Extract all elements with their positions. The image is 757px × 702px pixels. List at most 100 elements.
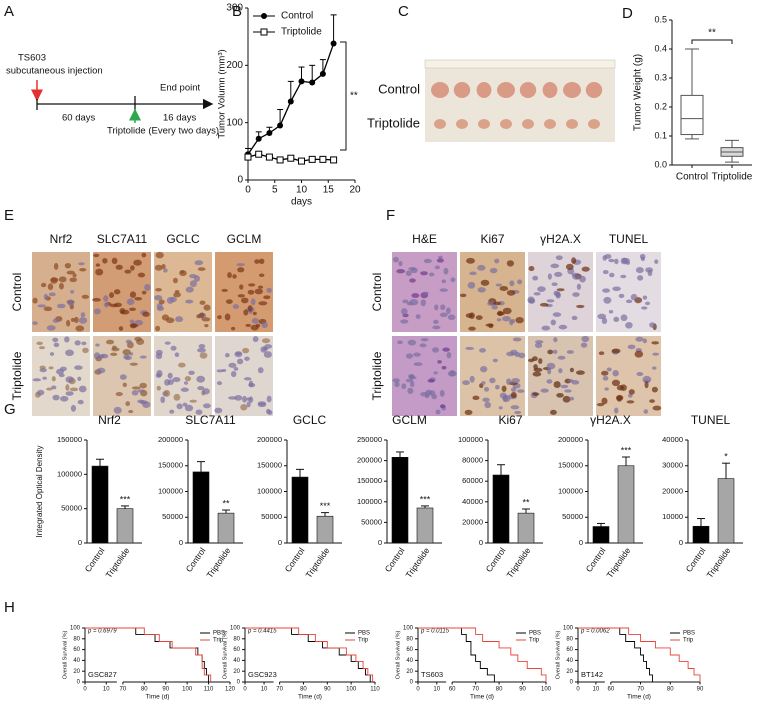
cell [415, 314, 421, 319]
cell [92, 297, 101, 302]
cell [449, 370, 456, 377]
cell [216, 369, 224, 373]
cell [427, 379, 435, 383]
cell [560, 384, 569, 389]
p-value: p = 0.4415 [247, 629, 277, 635]
cell [394, 381, 400, 388]
y-tick-label: 200000 [158, 435, 183, 444]
cell [645, 301, 651, 306]
y-tick-label: 0 [179, 538, 183, 547]
x-tick-label: Control [684, 546, 708, 574]
cell [93, 308, 101, 315]
cell [484, 387, 490, 392]
y-tick-label: 200000 [357, 456, 382, 465]
y-tick-label: 100000 [458, 435, 483, 444]
cell [485, 323, 494, 327]
cell [184, 404, 194, 412]
cell [129, 291, 137, 298]
cell [649, 399, 655, 403]
cell [616, 385, 624, 391]
survival-curve [85, 627, 212, 682]
y-tick-label: 20000 [662, 486, 683, 495]
x-tick-label: 110 [370, 687, 380, 693]
cell [462, 380, 470, 386]
cell [439, 312, 448, 318]
y-tick-label: 80 [233, 636, 240, 642]
x-tick-label: 100 [182, 687, 193, 693]
tumor [478, 119, 490, 129]
cell [70, 317, 76, 323]
bar [617, 465, 635, 544]
x-tick-label: Control [283, 546, 307, 574]
tumor [563, 82, 581, 98]
cell [48, 292, 56, 297]
cell [397, 340, 403, 345]
cell [534, 342, 543, 349]
bar [717, 478, 735, 544]
cell [609, 272, 615, 278]
survival-curve [578, 627, 701, 682]
x-tick-label: 80 [300, 687, 307, 693]
chart-title: GCLM [392, 413, 427, 427]
cell [502, 307, 512, 315]
x-tick-label: Control [383, 546, 407, 574]
row-label: Triptolide [370, 351, 384, 400]
x-tick-label: 80 [141, 687, 148, 693]
cell [620, 274, 627, 279]
cell [512, 337, 522, 342]
tumor [500, 119, 512, 129]
cell [649, 322, 656, 328]
cell [506, 378, 512, 385]
cell [216, 381, 223, 386]
cell [266, 287, 272, 293]
cell [423, 258, 432, 264]
cell [36, 389, 45, 396]
x-tick-label: 10 [433, 687, 440, 693]
cell [74, 316, 79, 324]
y-tick-label: 20 [73, 669, 80, 675]
cell [156, 385, 161, 391]
cell [598, 351, 605, 356]
tumor [453, 82, 471, 98]
x-tick-label: 15 [323, 185, 335, 196]
treatment: Triptolide (Every two days) [107, 126, 219, 137]
y-tick-label: 40000 [662, 435, 683, 444]
cell [511, 377, 520, 384]
cell [258, 258, 265, 265]
cell [189, 280, 197, 288]
x-tick-label: 100 [541, 687, 552, 693]
cell [556, 288, 565, 292]
p-value: p = 0.0062 [580, 629, 610, 635]
cell [113, 289, 121, 295]
y-tick-label: 150000 [57, 435, 82, 444]
cell [569, 396, 575, 401]
cell [53, 262, 59, 270]
cell [78, 317, 88, 324]
injection: subcutaneous injection [6, 66, 103, 77]
cell [180, 387, 189, 392]
cell [202, 403, 211, 409]
x-tick-label: 70 [276, 687, 283, 693]
cell [252, 336, 259, 343]
chart-title: GCLC [293, 413, 327, 427]
cell [72, 273, 77, 278]
row-label: Control [10, 273, 24, 312]
cell [224, 313, 231, 321]
cell [510, 405, 520, 410]
y-tick-label: 60 [233, 647, 240, 653]
y-tick-label: 40 [233, 658, 240, 664]
cell [546, 362, 556, 370]
cell [496, 311, 505, 316]
cell [65, 391, 74, 396]
cell [407, 387, 414, 395]
cell [161, 264, 166, 269]
cell [566, 350, 574, 354]
cell [122, 349, 131, 356]
cell [197, 347, 206, 353]
cell [425, 389, 433, 396]
panel-label: H [4, 599, 15, 616]
marker [266, 129, 273, 136]
cell [602, 375, 609, 381]
x-tick-label: 90 [519, 687, 526, 693]
marker [277, 122, 284, 129]
